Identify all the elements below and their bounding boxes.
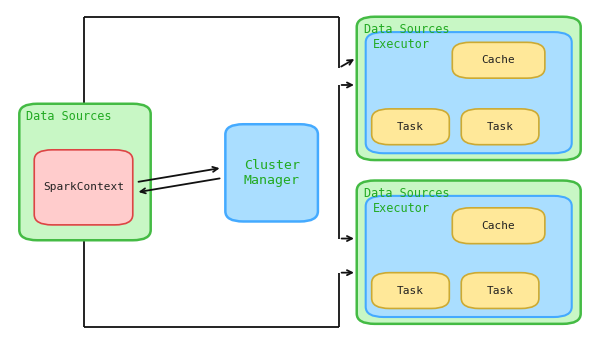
Text: Task: Task <box>397 122 424 132</box>
FancyBboxPatch shape <box>34 150 133 225</box>
FancyBboxPatch shape <box>371 273 449 309</box>
Text: Executor: Executor <box>373 38 430 51</box>
FancyBboxPatch shape <box>19 104 151 240</box>
Text: Cluster
Manager: Cluster Manager <box>244 159 299 187</box>
Text: Task: Task <box>487 286 514 295</box>
Text: Task: Task <box>397 286 424 295</box>
Text: Data Sources: Data Sources <box>364 23 449 36</box>
FancyBboxPatch shape <box>357 17 581 160</box>
Text: Cache: Cache <box>482 55 515 65</box>
Text: Data Sources: Data Sources <box>26 110 112 123</box>
FancyBboxPatch shape <box>371 109 449 145</box>
Text: Data Sources: Data Sources <box>364 187 449 200</box>
Text: Task: Task <box>487 122 514 132</box>
Text: Cache: Cache <box>482 221 515 231</box>
FancyBboxPatch shape <box>452 42 545 78</box>
FancyBboxPatch shape <box>226 124 318 222</box>
FancyBboxPatch shape <box>365 196 572 317</box>
FancyBboxPatch shape <box>461 109 539 145</box>
Text: Executor: Executor <box>373 202 430 215</box>
FancyBboxPatch shape <box>365 32 572 153</box>
Text: SparkContext: SparkContext <box>43 182 124 192</box>
FancyBboxPatch shape <box>461 273 539 309</box>
FancyBboxPatch shape <box>452 208 545 244</box>
FancyBboxPatch shape <box>357 181 581 324</box>
